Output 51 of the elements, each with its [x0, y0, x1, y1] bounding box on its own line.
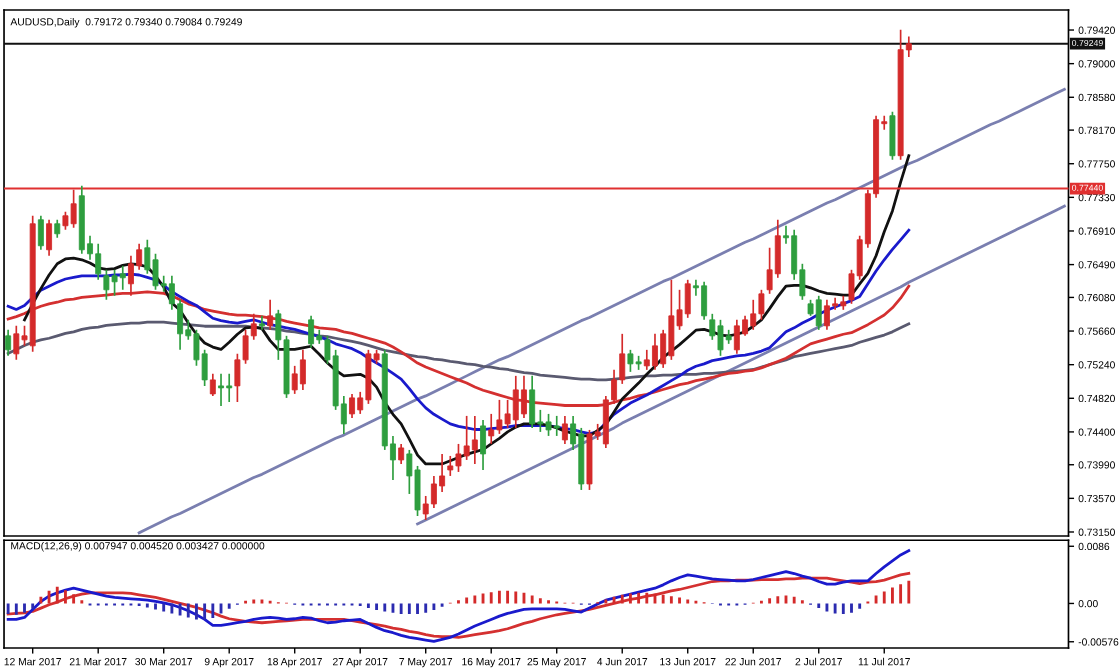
candlestick [103, 268, 110, 301]
line-series [137, 87, 1066, 535]
candlestick [733, 318, 740, 355]
candlestick [365, 349, 372, 405]
candlestick [758, 288, 765, 321]
candlestick [561, 415, 568, 445]
candlestick [209, 373, 216, 397]
candlestick [13, 325, 20, 361]
candlestick [291, 365, 298, 395]
candlestick [717, 318, 724, 357]
line-series [23, 154, 911, 466]
candlestick [46, 218, 53, 257]
candlestick [668, 278, 675, 361]
candlestick [430, 475, 437, 509]
candlestick [684, 278, 691, 319]
candlestick [218, 373, 224, 407]
candlestick [652, 333, 658, 371]
candlestick [259, 314, 265, 331]
line-series [6, 549, 911, 643]
candlestick [553, 415, 560, 437]
candlestick [471, 415, 478, 465]
candlestick [37, 214, 44, 251]
candlestick [455, 443, 462, 473]
line-series [416, 204, 1066, 526]
candlestick [308, 314, 315, 349]
candlestick [750, 298, 757, 331]
candlestick [701, 280, 708, 321]
candlestick [889, 110, 896, 161]
candlestick [5, 329, 12, 357]
candlestick [226, 373, 233, 403]
candlestick [529, 375, 536, 429]
candlestick [54, 218, 61, 239]
candlestick [488, 413, 495, 445]
candlestick [119, 264, 126, 291]
candlestick [627, 349, 634, 373]
candlestick [815, 294, 822, 331]
candlestick [447, 455, 454, 477]
candlestick [299, 349, 306, 391]
candlestick [398, 443, 405, 465]
candlestick [545, 413, 552, 437]
candlestick [267, 298, 274, 331]
candlestick [823, 298, 830, 331]
candlestick [349, 393, 355, 419]
candlestick [480, 419, 486, 471]
line-series [6, 572, 911, 639]
candlestick [463, 415, 470, 461]
candlestick [62, 210, 69, 231]
candlestick [111, 268, 118, 297]
candlestick [152, 252, 159, 291]
candlestick [643, 349, 650, 371]
candlestick [95, 242, 102, 281]
